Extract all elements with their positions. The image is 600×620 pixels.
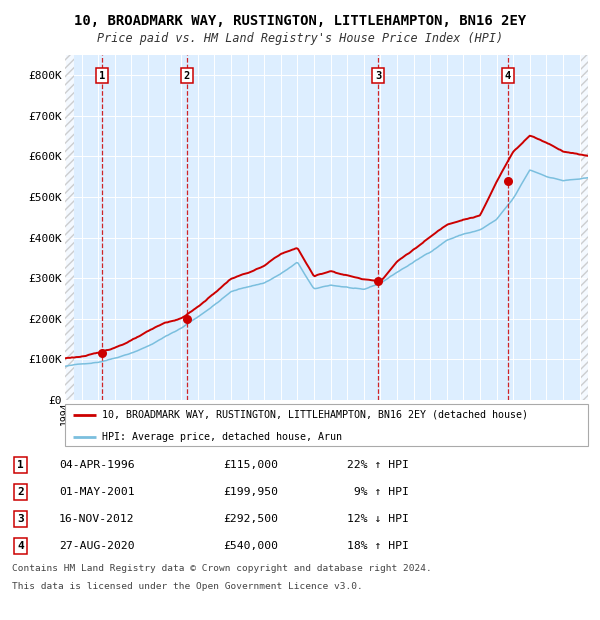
Text: 27-AUG-2020: 27-AUG-2020 (59, 541, 134, 551)
Text: This data is licensed under the Open Government Licence v3.0.: This data is licensed under the Open Gov… (12, 582, 363, 591)
Text: 10, BROADMARK WAY, RUSTINGTON, LITTLEHAMPTON, BN16 2EY: 10, BROADMARK WAY, RUSTINGTON, LITTLEHAM… (74, 14, 526, 28)
Text: 9% ↑ HPI: 9% ↑ HPI (347, 487, 409, 497)
Text: 1: 1 (99, 71, 106, 81)
Text: Contains HM Land Registry data © Crown copyright and database right 2024.: Contains HM Land Registry data © Crown c… (12, 564, 432, 573)
Text: 01-MAY-2001: 01-MAY-2001 (59, 487, 134, 497)
Text: £292,500: £292,500 (224, 514, 278, 524)
Text: £115,000: £115,000 (224, 459, 278, 469)
Text: HPI: Average price, detached house, Arun: HPI: Average price, detached house, Arun (101, 432, 341, 442)
Text: 12% ↓ HPI: 12% ↓ HPI (347, 514, 409, 524)
Text: 04-APR-1996: 04-APR-1996 (59, 459, 134, 469)
Text: 2: 2 (17, 487, 24, 497)
Text: 10, BROADMARK WAY, RUSTINGTON, LITTLEHAMPTON, BN16 2EY (detached house): 10, BROADMARK WAY, RUSTINGTON, LITTLEHAM… (101, 409, 527, 420)
Text: 3: 3 (17, 514, 24, 524)
Text: £199,950: £199,950 (224, 487, 278, 497)
Bar (65, 55, 74, 400)
Text: Price paid vs. HM Land Registry's House Price Index (HPI): Price paid vs. HM Land Registry's House … (97, 32, 503, 45)
Text: 1: 1 (17, 459, 24, 469)
Text: 4: 4 (505, 71, 511, 81)
Text: 18% ↑ HPI: 18% ↑ HPI (347, 541, 409, 551)
Text: 3: 3 (375, 71, 382, 81)
Text: 2: 2 (184, 71, 190, 81)
Bar (581, 55, 589, 400)
Text: 16-NOV-2012: 16-NOV-2012 (59, 514, 134, 524)
Text: £540,000: £540,000 (224, 541, 278, 551)
Text: 22% ↑ HPI: 22% ↑ HPI (347, 459, 409, 469)
Text: 4: 4 (17, 541, 24, 551)
